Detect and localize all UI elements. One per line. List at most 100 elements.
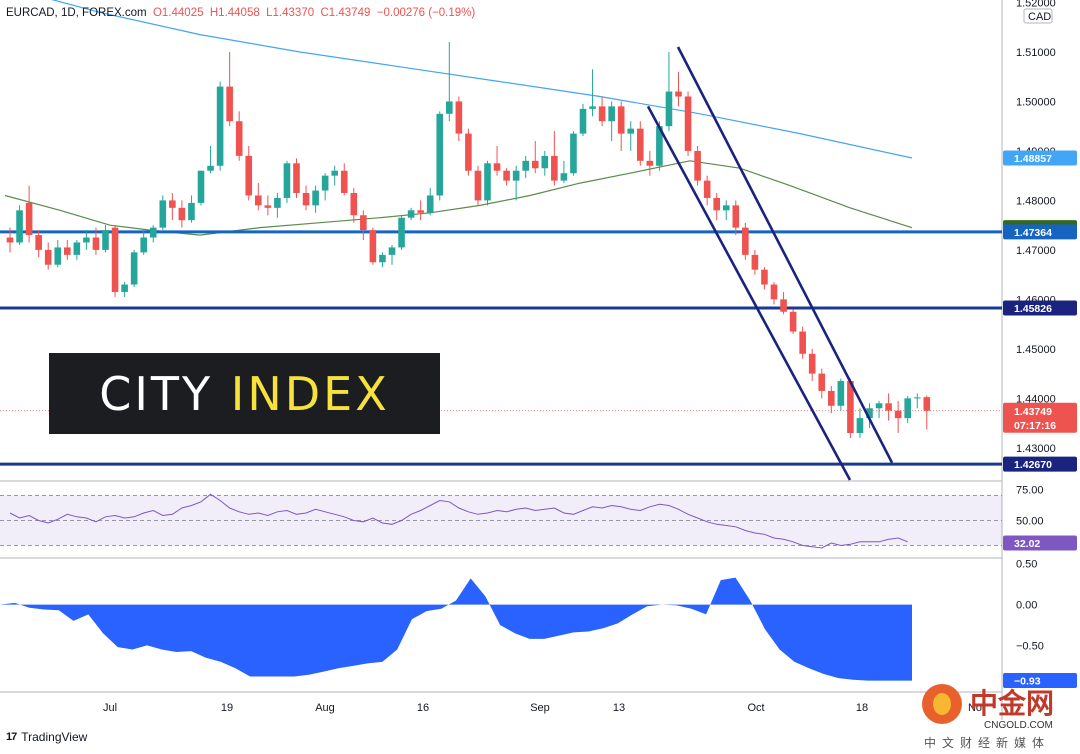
candle-body [455,101,463,134]
candle-body [551,155,558,181]
candle-body [398,217,405,248]
candle-body [197,170,205,203]
cngold-watermark: 中金网 CNGOLD.COM 中文财经新媒体 [922,680,1074,750]
candle-body [713,197,720,211]
candle-body [25,202,33,236]
candle-body [627,128,635,134]
candle [6,227,14,253]
candle [446,42,453,122]
candle-body [44,249,52,265]
time-tick-label: 13 [613,702,625,714]
candle-body [188,202,195,221]
tradingview-footer[interactable]: 17 TradingView [6,730,87,744]
candle-body [6,237,14,243]
candle [560,160,568,184]
currency-label: CAD [1028,11,1051,23]
candle [340,163,348,196]
candle-body [379,254,386,263]
candle [913,393,921,409]
candle [684,91,692,156]
time-tick-label: No [968,702,982,714]
candle-body [321,175,329,191]
rsi-line [9,493,908,549]
price-pane[interactable] [0,0,1002,481]
rsi-last-tag-bg [1003,535,1077,551]
oscillator-tick-label: 0.50 [1016,559,1037,571]
candle [159,195,167,231]
candle-body [703,180,711,198]
currency-box[interactable] [1023,8,1053,24]
candle [703,175,711,206]
candle-body [159,200,167,228]
candle-body [512,170,520,181]
candle [617,101,625,151]
price-tag: 1.45826 [1014,303,1052,315]
watermark-url: CNGOLD.COM [984,720,1053,731]
close-value: C1.43749 [320,7,371,19]
candle-body [302,192,310,206]
rsi-last-tag: 32.02 [1014,538,1040,550]
candle [207,145,214,174]
candle [312,185,319,213]
time-tick-label: Oct [747,702,764,714]
candle-body [732,205,740,228]
candle-body [340,170,348,193]
channel-trendline[interactable] [646,105,852,481]
candle [474,165,482,206]
candle [293,158,300,198]
city-index-logo: CITY INDEX [49,353,440,434]
candle [799,326,806,359]
candle [522,155,529,179]
candle-body [484,163,491,201]
candle-body [722,205,730,211]
oscillator-last-tag-bg [1003,673,1077,689]
candle-body [245,155,253,196]
candle [894,400,902,433]
candle [455,96,463,142]
high-value: H1.44058 [209,7,260,19]
candle [73,240,81,260]
candle [732,200,740,236]
candle [713,192,720,221]
ma-long-line [51,0,913,159]
symbol-info-bar: EURCAD, 1D, FOREX.com O1.44025 H1.44058 … [6,7,475,19]
time-axis[interactable]: Jul 19 Aug 16 Sep 13 Oct 18 No [103,702,982,714]
candle [398,215,405,250]
candle [64,240,71,260]
candle [837,378,845,411]
candle [608,101,615,142]
candle-body [656,126,663,166]
candle-body [570,133,577,174]
symbol-label[interactable]: EURCAD, 1D, FOREX.com [6,7,147,19]
candle [875,400,883,419]
candle-body [73,242,81,255]
candle [321,173,329,201]
candle-body [121,284,128,292]
candle-body [436,113,444,196]
candle-body [111,227,119,292]
candle [598,96,606,127]
channel-trendline[interactable] [676,46,894,464]
candle [274,192,281,218]
candle [742,222,749,260]
candle-body [493,163,501,171]
candle [121,282,128,297]
candle-body [149,227,157,238]
candle-body [789,311,797,332]
candle-body [54,247,62,265]
oscillator-last-tag: −0.93 [1014,676,1041,688]
oscillator-pane[interactable] [0,577,912,681]
oscillator-tick-label: 0.00 [1016,600,1037,612]
tradingview-logo-icon: 17 [6,731,17,743]
candle [637,121,644,166]
candle [350,188,358,223]
candle [417,200,424,221]
candle [369,227,377,265]
last-price-tag: 1.43749 [1014,406,1052,418]
price-axis[interactable]: 1.520001.510001.500001.490001.480001.470… [1003,0,1077,689]
candle [302,185,310,211]
candle-body [92,237,100,250]
price-tag: 1.47364 [1014,227,1052,239]
rsi-pane[interactable] [0,493,1002,549]
